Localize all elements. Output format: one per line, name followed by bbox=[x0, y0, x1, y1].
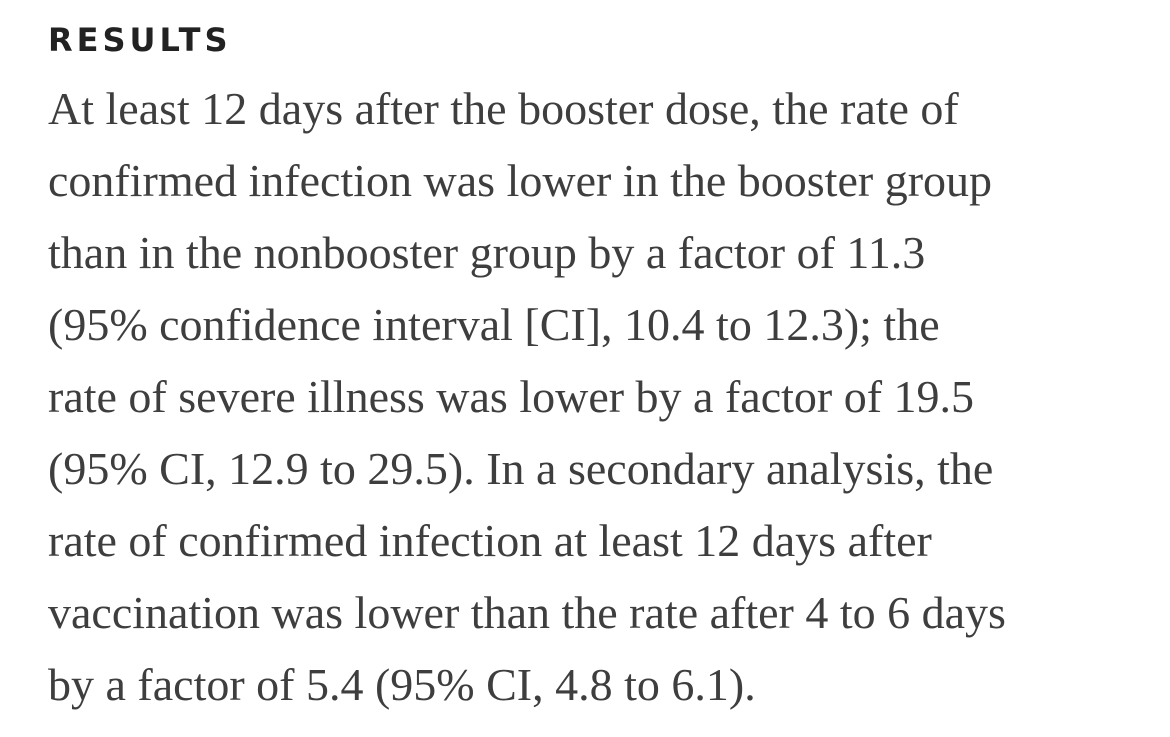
paragraph-line: vaccination was lower than the rate afte… bbox=[48, 587, 1006, 638]
results-paragraph: At least 12 days after the booster dose,… bbox=[48, 73, 1130, 721]
paragraph-line: than in the nonbooster group by a factor… bbox=[48, 227, 926, 278]
section-heading: RESULTS bbox=[48, 21, 232, 59]
paragraph-line: rate of confirmed infection at least 12 … bbox=[48, 515, 932, 566]
paragraph-line: (95% CI, 12.9 to 29.5). In a secondary a… bbox=[48, 443, 994, 494]
paragraph-line: (95% confidence interval [CI], 10.4 to 1… bbox=[48, 299, 940, 350]
paragraph-line: At least 12 days after the booster dose,… bbox=[48, 83, 959, 134]
paragraph-line: by a factor of 5.4 (95% CI, 4.8 to 6.1). bbox=[48, 659, 756, 710]
paragraph-line: rate of severe illness was lower by a fa… bbox=[48, 371, 975, 422]
paragraph-line: confirmed infection was lower in the boo… bbox=[48, 155, 993, 206]
